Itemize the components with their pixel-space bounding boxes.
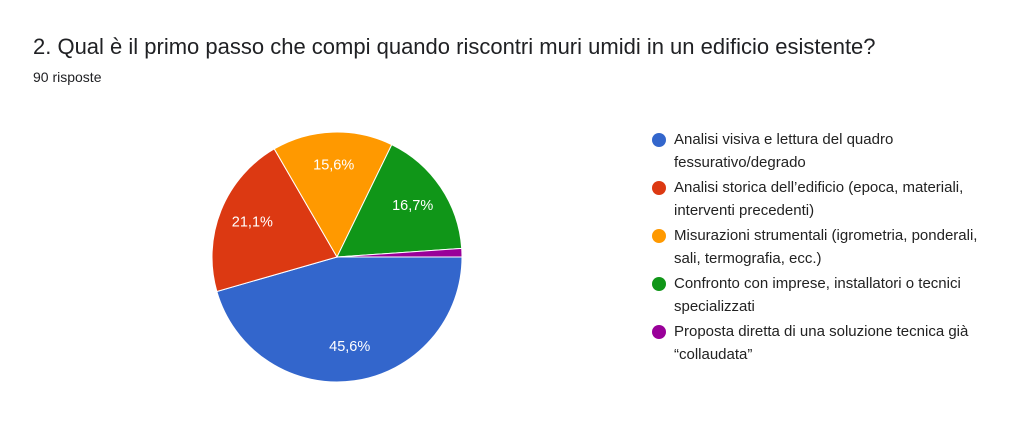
chart-title: 2. Qual è il primo passo che compi quand…	[33, 34, 876, 59]
legend-label: Analisi visiva e lettura del quadro fess…	[674, 131, 894, 171]
legend-marker	[652, 277, 666, 291]
pie-slice	[273, 131, 393, 259]
legend-label: Confronto con imprese, installatori o te…	[674, 275, 961, 315]
pie-slice	[216, 256, 463, 383]
legend-item: Analisi storica dell’edificio (epoca, ma…	[650, 176, 990, 222]
data-label: 16,7%	[392, 198, 433, 214]
data-label: 45,6%	[329, 339, 370, 355]
pie-slice	[336, 143, 463, 258]
pie-slice	[336, 247, 463, 258]
chart-subtitle: 90 risposte	[33, 69, 102, 85]
legend-marker	[652, 181, 666, 195]
legend-item: Confronto con imprese, installatori o te…	[650, 272, 990, 318]
pie-slice	[211, 148, 338, 293]
legend-label: Misurazioni strumentali (igrometria, pon…	[674, 227, 978, 267]
legend-item: Proposta diretta di una soluzione tecnic…	[650, 320, 990, 366]
data-label: 15,6%	[313, 158, 354, 174]
legend-marker	[652, 229, 666, 243]
data-label: 21,1%	[232, 215, 273, 231]
legend-item: Analisi visiva e lettura del quadro fess…	[650, 128, 990, 174]
legend-marker	[652, 325, 666, 339]
legend-item: Misurazioni strumentali (igrometria, pon…	[650, 224, 990, 270]
legend-label: Analisi storica dell’edificio (epoca, ma…	[674, 179, 964, 219]
legend: Analisi visiva e lettura del quadro fess…	[650, 128, 990, 368]
legend-label: Proposta diretta di una soluzione tecnic…	[674, 323, 969, 363]
legend-marker	[652, 133, 666, 147]
